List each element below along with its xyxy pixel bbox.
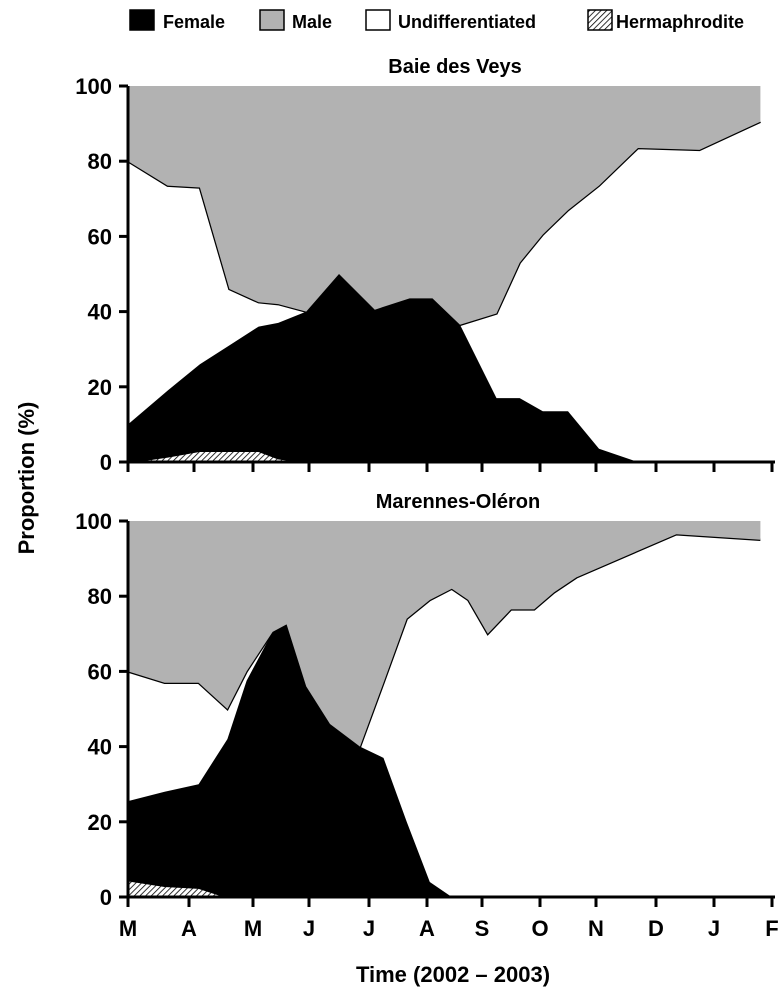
y-tick-label: 60 — [88, 224, 112, 249]
legend-swatch-male — [259, 9, 285, 31]
y-tick-label: 60 — [88, 659, 112, 684]
x-tick-label: D — [648, 916, 664, 941]
legend-swatch-hermaphrodite — [587, 9, 613, 31]
legend: Female Male Undifferentiated Hermaphrodi… — [129, 9, 744, 32]
area-male — [128, 521, 761, 747]
panel-title: Marennes-Oléron — [376, 491, 540, 513]
x-tick-label: S — [475, 916, 490, 941]
legend-item-female: Female — [129, 9, 225, 32]
x-tick-label: A — [181, 916, 197, 941]
area-undifferentiated — [128, 121, 761, 462]
area-male — [128, 86, 761, 325]
panel-marennes-oleron: Marennes-Oléron 0 20 40 60 80 100 M A M J J A S O N D J F — [75, 491, 778, 941]
panel-baie-des-veys: Baie des Veys 0 20 40 60 80 100 — [75, 56, 775, 475]
area-female — [128, 624, 761, 897]
x-tick-label: J — [303, 916, 315, 941]
x-tick-label: F — [765, 916, 778, 941]
y-tick-label: 40 — [88, 300, 112, 325]
x-tick-label: M — [244, 916, 262, 941]
x-tick-label: A — [419, 916, 435, 941]
legend-item-male: Male — [259, 9, 332, 32]
y-tick-label: 20 — [88, 375, 112, 400]
legend-label-female: Female — [163, 12, 225, 32]
y-tick-label: 100 — [75, 509, 112, 534]
legend-swatch-female — [129, 9, 155, 31]
legend-label-hermaphrodite: Hermaphrodite — [616, 12, 744, 32]
plot-areas — [127, 521, 761, 899]
legend-label-male: Male — [292, 12, 332, 32]
x-tick-label: J — [363, 916, 375, 941]
x-tick-label: O — [531, 916, 548, 941]
y-axis-title: Proportion (%) — [14, 402, 39, 555]
legend-item-undifferentiated: Undifferentiated — [365, 9, 536, 32]
axes: 0 20 40 60 80 100 — [75, 74, 775, 475]
y-tick-label: 0 — [100, 450, 112, 475]
y-tick-label: 0 — [100, 885, 112, 910]
legend-label-undifferentiated: Undifferentiated — [398, 12, 536, 32]
x-tick-label: J — [708, 916, 720, 941]
x-tick-label: M — [119, 916, 137, 941]
y-tick-label: 40 — [88, 735, 112, 760]
y-tick-label: 80 — [88, 584, 112, 609]
legend-swatch-undifferentiated — [365, 9, 391, 31]
axes: 0 20 40 60 80 100 M A M J J A S O N D J F — [75, 509, 778, 941]
y-tick-label: 100 — [75, 74, 112, 99]
area-hermaphrodite — [128, 880, 761, 897]
y-tick-label: 20 — [88, 810, 112, 835]
panel-title: Baie des Veys — [388, 56, 521, 78]
plot-areas — [127, 86, 761, 464]
x-axis-title: Time (2002 – 2003) — [356, 962, 550, 987]
x-tick-label: N — [588, 916, 604, 941]
legend-item-hermaphrodite: Hermaphrodite — [587, 9, 744, 32]
y-tick-label: 80 — [88, 149, 112, 174]
area-undifferentiated — [128, 534, 761, 897]
